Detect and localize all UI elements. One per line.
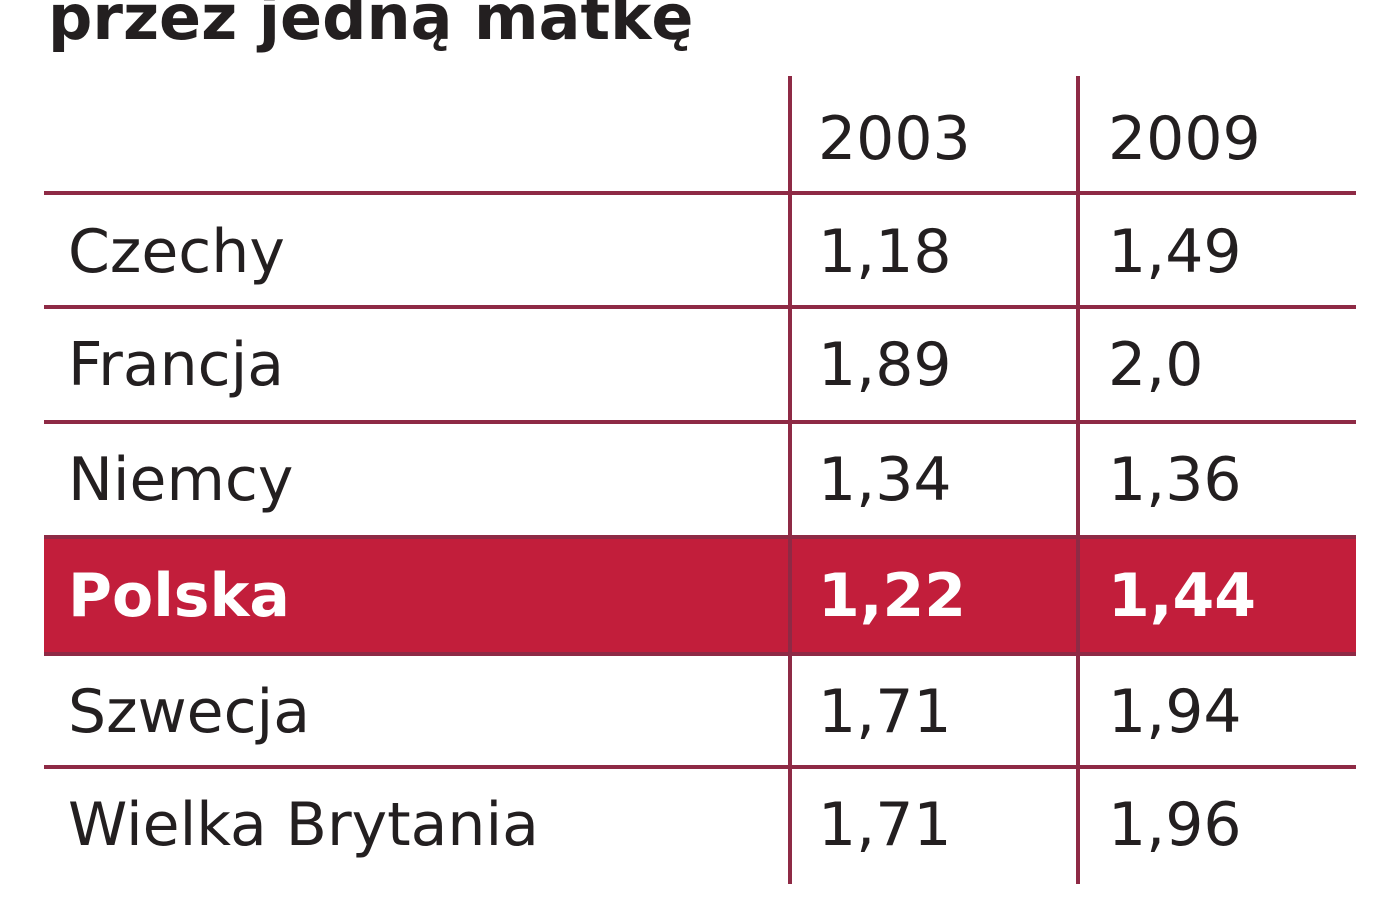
value-cell-2003: 1,18	[818, 217, 952, 287]
column-divider-2003	[788, 76, 792, 884]
table-title: przez jedną matkę	[48, 0, 694, 54]
country-cell: Wielka Brytania	[68, 790, 539, 860]
country-cell: Szwecja	[68, 677, 310, 747]
country-cell: Francja	[68, 330, 285, 400]
row-divider	[44, 535, 1356, 539]
value-cell-2009: 1,49	[1108, 217, 1242, 287]
country-cell: Niemcy	[68, 445, 294, 515]
row-divider	[44, 420, 1356, 424]
highlight-row-background	[44, 535, 1356, 655]
value-cell-2009: 1,96	[1108, 790, 1242, 860]
column-header-2003: 2003	[818, 104, 971, 174]
value-cell-2003: 1,34	[818, 445, 952, 515]
column-header-2009: 2009	[1108, 104, 1261, 174]
row-divider	[44, 652, 1356, 656]
row-divider	[44, 191, 1356, 195]
value-cell-2009: 1,36	[1108, 445, 1242, 515]
value-cell-2009: 1,44	[1108, 561, 1257, 631]
value-cell-2003: 1,89	[818, 330, 952, 400]
country-cell: Polska	[68, 561, 290, 631]
value-cell-2003: 1,71	[818, 790, 952, 860]
value-cell-2003: 1,22	[818, 561, 967, 631]
row-divider	[44, 765, 1356, 769]
value-cell-2009: 1,94	[1108, 677, 1242, 747]
row-divider	[44, 305, 1356, 309]
country-cell: Czechy	[68, 217, 285, 287]
value-cell-2009: 2,0	[1108, 330, 1204, 400]
column-divider-2009	[1076, 76, 1080, 884]
value-cell-2003: 1,71	[818, 677, 952, 747]
